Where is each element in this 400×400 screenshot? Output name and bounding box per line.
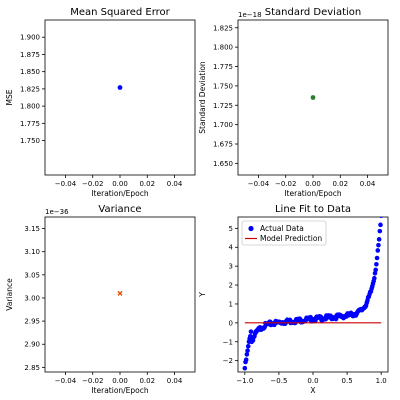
y-tick-label: 1.775: [20, 120, 40, 128]
legend-label-actual: Actual Data: [260, 224, 304, 233]
y-tick-label: 3.10: [24, 248, 40, 256]
data-point: [117, 85, 123, 90]
y-tick-label: 1.650: [213, 160, 233, 168]
data-point: [376, 237, 382, 242]
y-tick-label: 2.85: [24, 364, 40, 372]
data-point: [372, 275, 377, 281]
x-axis-label: Iteration/Epoch: [284, 189, 342, 198]
x-tick-label: 1.0: [376, 377, 387, 385]
data-point: [117, 290, 123, 296]
x-tick-label: 0.02: [332, 180, 348, 188]
y-tick-label: 0: [229, 319, 233, 327]
x-tick-label: −0.04: [55, 180, 77, 188]
x-tick-label: 0.0: [307, 377, 318, 385]
data-point: [376, 242, 381, 248]
x-tick-label: 0.00: [112, 180, 128, 188]
axis-offset-text: 1e−36: [45, 208, 69, 216]
y-axis-label: Standard Deviation: [198, 61, 207, 134]
axis-offset-text: 1e−18: [238, 11, 262, 19]
chart-panel-4: Line Fit to Data −1.0 −0.5 0.0 0.5 1.0 −2 −1 0 1 2…: [198, 204, 389, 395]
x-tick-label: −1.0: [236, 377, 253, 385]
y-tick-label: 1.875: [20, 51, 40, 59]
chart-panel-2: Standard Deviation −0.04 −0.02 0.00 0.02 0.04…: [198, 7, 389, 198]
data-point: [244, 352, 250, 357]
data-point: [379, 217, 384, 219]
chart-title: Line Fit to Data: [275, 204, 351, 215]
y-tick-label: 2: [229, 282, 233, 290]
x-tick-label: −0.02: [275, 180, 296, 188]
y-axis-label: MSE: [5, 89, 14, 105]
data-point: [375, 248, 381, 253]
y-tick-label: 1.725: [213, 102, 233, 110]
data-point: [310, 95, 316, 100]
x-tick-label: 0.00: [112, 377, 128, 385]
y-tick-label: 3.00: [24, 294, 40, 302]
data-point: [242, 365, 248, 371]
legend-label-model: Model Prediction: [260, 234, 322, 243]
data-point: [378, 222, 383, 228]
data-layer: [310, 95, 316, 100]
y-tick-label: 1.800: [20, 103, 40, 111]
data-point: [377, 228, 383, 234]
y-tick-label: 1.700: [213, 121, 233, 129]
axes-frame: [44, 216, 196, 373]
y-tick-label: 4: [229, 244, 234, 252]
y-tick-label: 1: [229, 300, 233, 308]
x-tick-label: 0.04: [167, 180, 183, 188]
y-tick-label: 1.900: [20, 34, 40, 42]
y-tick-label: 1.750: [213, 82, 233, 90]
x-axis-label: X: [310, 386, 315, 395]
y-tick-label: 2.90: [24, 341, 40, 349]
data-point: [374, 262, 379, 267]
chart-title: Variance: [98, 204, 141, 215]
y-tick-label: 5: [229, 225, 233, 233]
x-tick-label: 0.02: [139, 377, 155, 385]
y-tick-label: 3.15: [24, 225, 40, 233]
y-tick-label: 1.750: [20, 137, 40, 145]
legend-marker-actual: [248, 225, 254, 232]
axes-frame: [44, 19, 196, 176]
chart-panel-3: Variance −0.04 −0.02 0.00 0.02 0.04 2.85 2.90 2.…: [5, 204, 196, 395]
y-tick-label: −1: [223, 338, 233, 346]
data-point: [374, 255, 380, 261]
y-axis-label: Y: [198, 292, 207, 298]
y-tick-label: 1.775: [213, 63, 233, 71]
x-tick-label: −0.04: [248, 180, 270, 188]
data-layer: [242, 217, 384, 371]
x-tick-label: 0.04: [167, 377, 183, 385]
x-axis-label: Iteration/Epoch: [91, 386, 149, 395]
x-tick-label: 0.04: [360, 180, 376, 188]
y-tick-label: 3: [229, 263, 233, 271]
x-tick-label: 0.5: [342, 377, 353, 385]
y-tick-label: 1.675: [213, 141, 233, 149]
x-tick-label: 0.00: [305, 180, 321, 188]
y-tick-label: 1.825: [20, 85, 40, 93]
chart-panel-1: Mean Squared Error −0.04 −0.02 0.00 0.02 0.04…: [5, 7, 196, 198]
data-point: [243, 357, 249, 363]
x-tick-label: −0.02: [82, 180, 103, 188]
y-tick-label: 1.825: [213, 24, 233, 32]
y-tick-label: 1.800: [213, 44, 233, 52]
chart-title: Mean Squared Error: [70, 7, 170, 18]
chart-title: Standard Deviation: [265, 7, 362, 18]
y-tick-label: −2: [223, 357, 233, 365]
y-tick-label: 1.850: [20, 68, 40, 76]
x-axis-label: Iteration/Epoch: [91, 189, 149, 198]
x-tick-label: 0.02: [139, 180, 155, 188]
legend-box: [241, 220, 327, 246]
data-point: [248, 329, 254, 334]
data-layer: [117, 290, 123, 296]
data-point: [245, 348, 250, 353]
y-tick-label: 2.95: [24, 318, 40, 326]
data-layer: [117, 85, 123, 90]
x-tick-label: −0.5: [270, 377, 287, 385]
x-tick-label: −0.02: [82, 377, 103, 385]
data-point: [373, 267, 378, 273]
y-tick-label: 3.05: [24, 271, 40, 279]
y-axis-label: Variance: [5, 278, 14, 311]
data-point: [245, 343, 251, 349]
x-tick-label: −0.04: [55, 377, 77, 385]
